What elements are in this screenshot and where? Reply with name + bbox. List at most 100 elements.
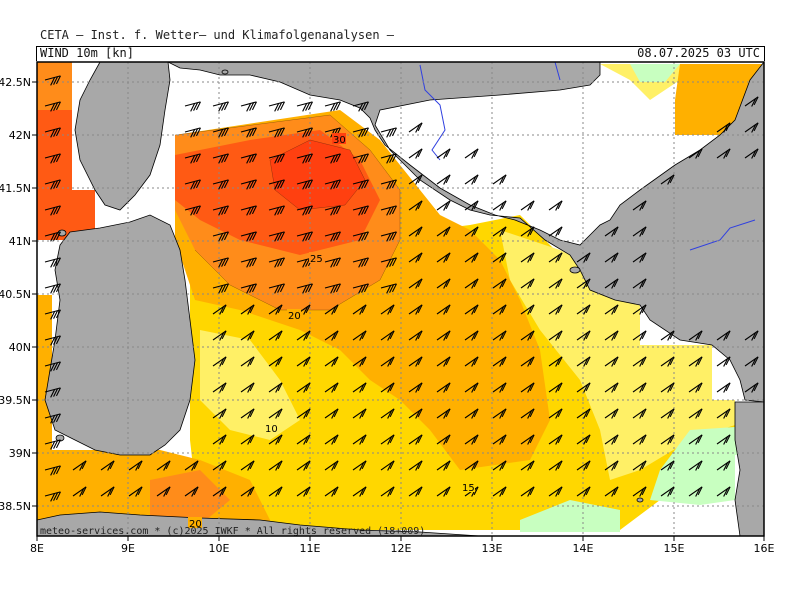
wind-barb: [576, 252, 591, 263]
wind-barb: [436, 174, 451, 185]
wind-barb: [240, 283, 257, 294]
wind-barb: [296, 460, 311, 471]
wind-barb: [296, 179, 313, 190]
wind-barb: [576, 434, 591, 445]
wind-barb: [436, 304, 451, 315]
wind-barb: [380, 382, 395, 393]
wind-barb: [184, 460, 199, 471]
wind-barb: [268, 408, 283, 419]
wind-barb: [268, 330, 283, 341]
wind-barb: [352, 283, 369, 294]
wind-barb: [744, 382, 759, 393]
wind-barb: [660, 174, 675, 185]
wind-barb: [44, 257, 61, 268]
wind-barb: [436, 460, 451, 471]
wind-barb: [324, 205, 341, 216]
wind-barb: [548, 486, 563, 497]
wind-barb: [72, 460, 87, 471]
wind-barb: [436, 356, 451, 367]
wind-barb: [604, 252, 619, 263]
wind-barb: [576, 356, 591, 367]
wind-barb: [408, 382, 423, 393]
contour-value-labels: 30 25 20 10 15 20: [188, 133, 475, 530]
wind-barb: [44, 75, 61, 86]
wind-barb: [212, 127, 229, 138]
contour-label-25: 25: [310, 254, 323, 265]
wind-barb: [268, 101, 285, 112]
lat-label: 38.5N: [0, 500, 31, 513]
lat-label: 41N: [9, 235, 31, 248]
wind-barb: [408, 200, 423, 211]
wind-barb: [352, 231, 369, 242]
wind-barb: [268, 179, 285, 190]
lat-label: 39.5N: [0, 394, 31, 407]
wind-barb: [492, 174, 507, 185]
wind-barb: [268, 460, 283, 471]
valid-time-label: 08.07.2025 03 UTC: [637, 46, 760, 60]
wind-barb: [492, 226, 507, 237]
contour-label-10: 10: [265, 424, 278, 435]
wind-barb: [492, 460, 507, 471]
wind-barb: [548, 382, 563, 393]
wind-barb: [744, 356, 759, 367]
wind-barb: [492, 330, 507, 341]
contour-label-30: 30: [333, 135, 346, 146]
wind-barb: [436, 382, 451, 393]
wind-barb: [352, 304, 367, 315]
lat-label: 42.5N: [0, 76, 31, 89]
wind-barb: [604, 278, 619, 289]
wind-barb: [380, 283, 397, 294]
wind-barb: [44, 491, 61, 502]
wind-barb: [492, 434, 507, 445]
wind-barb: [408, 434, 423, 445]
wind-barb: [688, 486, 703, 497]
wind-barb: [380, 434, 395, 445]
wind-barb: [380, 205, 397, 216]
wind-barb: [436, 148, 451, 159]
longitude-axis: 8E 9E 10E 11E 12E 13E 14E 15E 16E: [30, 536, 775, 555]
lon-label: 16E: [754, 542, 775, 555]
wind-barb: [324, 408, 339, 419]
calabria-coast: [734, 401, 764, 536]
wind-barb: [464, 278, 479, 289]
wind-barb: [660, 330, 675, 341]
wind-barb: [660, 382, 675, 393]
wind-barb: [240, 101, 257, 112]
wind-barb: [296, 127, 313, 138]
wind-barb: [324, 257, 341, 268]
wind-barb: [352, 179, 369, 190]
wind-barb: [268, 283, 285, 294]
wind-barb: [212, 304, 227, 315]
wind-barb: [660, 460, 675, 471]
wind-barb: [240, 486, 255, 497]
wind-barb: [268, 231, 285, 242]
wind-barb: [212, 460, 227, 471]
header-bar: [36, 46, 765, 61]
wind-barb: [296, 205, 313, 216]
wind-barb: [324, 231, 341, 242]
wind-barb: [380, 179, 397, 190]
wind-barb: [632, 226, 647, 237]
wind-barb: [44, 335, 61, 346]
lon-label: 9E: [121, 542, 135, 555]
wind-barb: [184, 205, 201, 216]
wind-barb: [604, 486, 619, 497]
lat-lon-grid: [37, 62, 764, 536]
wind-barb: [296, 101, 313, 112]
wind-barb: [716, 408, 731, 419]
wind-barb: [492, 278, 507, 289]
lon-label: 11E: [300, 542, 321, 555]
wind-barb: [240, 408, 255, 419]
institute-title: CETA — Inst. f. Wetter— und Klimafolgena…: [40, 28, 395, 42]
wind-barb: [408, 486, 423, 497]
wind-barb: [688, 434, 703, 445]
wind-barb: [632, 304, 647, 315]
wind-barb: [268, 153, 285, 164]
land-masses: [37, 62, 764, 536]
wind-barb: [352, 330, 367, 341]
lon-label: 8E: [30, 542, 44, 555]
contour-label-20b: 20: [189, 519, 202, 530]
wind-barb: [212, 356, 227, 367]
wind-barb: [156, 460, 171, 471]
wind-barb: [240, 231, 257, 242]
